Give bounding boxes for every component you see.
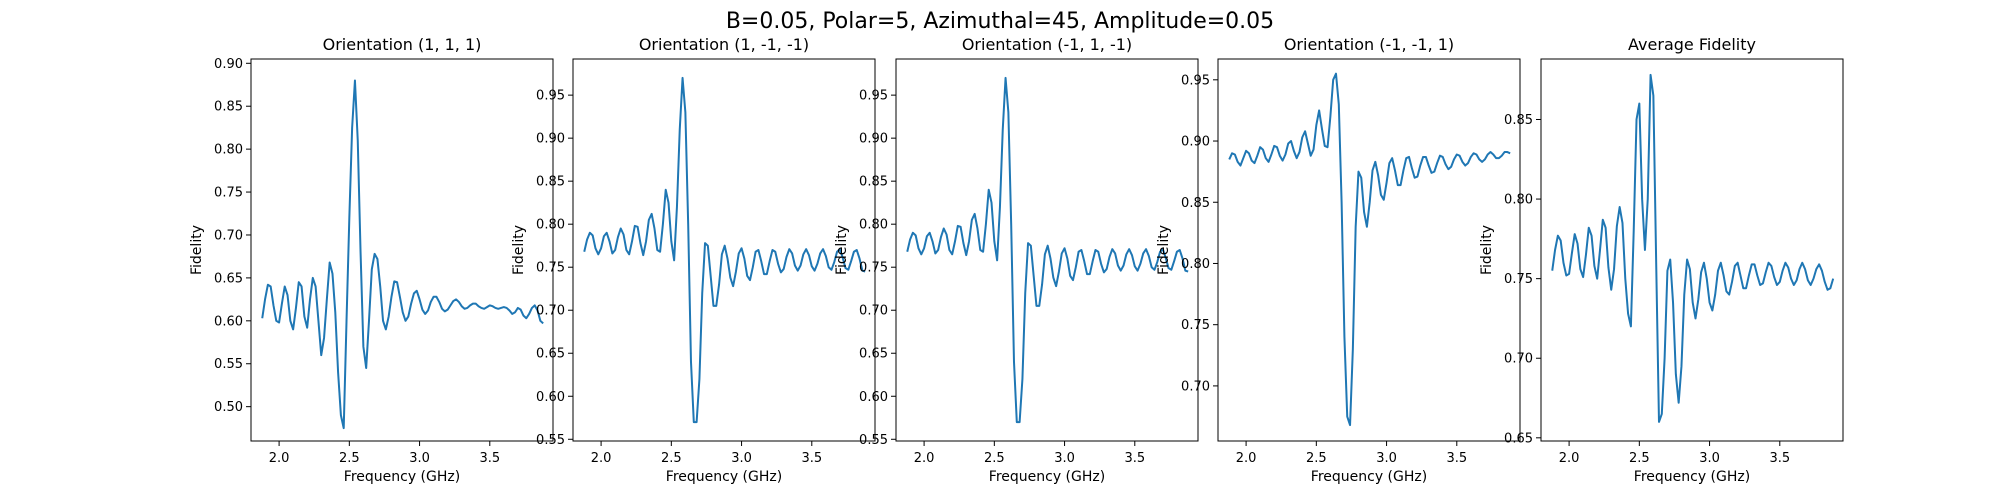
x-tick-label: 2.5 (1629, 451, 1650, 466)
fidelity-line (1228, 72, 1511, 427)
y-tick-label: 0.65 (214, 271, 243, 286)
x-tick-label: 2.0 (591, 451, 612, 466)
y-axis-label: Fidelity (1156, 225, 1172, 275)
axes-frame (572, 58, 876, 442)
x-tick-label: 3.0 (409, 451, 430, 466)
x-tick-label: 2.0 (914, 451, 935, 466)
y-tick-label: 0.90 (1181, 135, 1210, 150)
y-tick-label: 0.55 (536, 433, 565, 448)
x-tick-label: 2.0 (1236, 451, 1257, 466)
y-tick-label: 0.80 (536, 218, 565, 233)
y-tick-label: 0.65 (536, 347, 565, 362)
x-axis-label: Frequency (GHz) (989, 469, 1105, 485)
y-tick-label: 0.75 (859, 261, 888, 276)
fidelity-line (1551, 73, 1835, 423)
y-axis-label: Fidelity (189, 225, 205, 275)
y-tick-label: 0.85 (859, 175, 888, 190)
x-axis-label: Frequency (GHz) (1634, 469, 1750, 485)
x-tick-label: 3.0 (1699, 451, 1720, 466)
x-axis-label: Frequency (GHz) (1311, 469, 1427, 485)
y-tick-label: 0.55 (214, 357, 243, 372)
y-tick-label: 0.75 (1504, 272, 1533, 287)
x-tick-label: 3.5 (1769, 451, 1790, 466)
y-tick-label: 0.60 (859, 390, 888, 405)
x-tick-label: 3.5 (1124, 451, 1145, 466)
y-tick-label: 0.80 (1504, 193, 1533, 208)
y-tick-label: 0.70 (214, 228, 243, 243)
x-tick-label: 3.5 (1446, 451, 1467, 466)
subplot-title: Orientation (-1, -1, 1) (1284, 35, 1454, 54)
y-tick-label: 0.85 (1181, 196, 1210, 211)
axes-frame (895, 58, 1199, 442)
x-tick-label: 2.0 (1559, 451, 1580, 466)
axes-frame (250, 58, 554, 442)
y-tick-label: 0.75 (536, 261, 565, 276)
y-tick-label: 0.95 (536, 89, 565, 104)
y-axis-label: Fidelity (834, 225, 850, 275)
subplot-title: Orientation (1, 1, 1) (323, 35, 482, 54)
y-tick-label: 0.75 (214, 186, 243, 201)
y-tick-label: 0.70 (1504, 352, 1533, 367)
y-tick-label: 0.60 (214, 314, 243, 329)
subplot-5: Average Fidelity 2.0 2.5 3.0 3.5 0.65 0.70 0.75… (1479, 35, 1844, 485)
figure-title: B=0.05, Polar=5, Azimuthal=45, Amplitude… (726, 9, 1274, 34)
y-tick-label: 0.65 (1504, 431, 1533, 446)
x-tick-label: 2.5 (339, 451, 360, 466)
subplot-title: Orientation (-1, 1, -1) (962, 35, 1132, 54)
y-tick-label: 0.95 (859, 89, 888, 104)
y-tick-label: 0.90 (859, 132, 888, 147)
subplot-2: Orientation (1, -1, -1) 2.0 2.5 3.0 3.5 0.55 0… (511, 35, 876, 485)
y-tick-label: 0.80 (214, 143, 243, 158)
x-tick-label: 2.0 (269, 451, 290, 466)
y-tick-label: 0.65 (859, 347, 888, 362)
y-tick-label: 0.70 (859, 304, 888, 319)
x-tick-label: 3.5 (479, 451, 500, 466)
axes-frame (1217, 58, 1521, 442)
axes-frame (1540, 58, 1844, 442)
y-tick-label: 0.50 (214, 400, 243, 415)
x-tick-label: 3.0 (1376, 451, 1397, 466)
y-tick-label: 0.70 (536, 304, 565, 319)
x-tick-label: 2.5 (984, 451, 1005, 466)
subplot-3: Orientation (-1, 1, -1) 2.0 2.5 3.0 3.5 0.55 0… (834, 35, 1199, 485)
y-tick-label: 0.80 (859, 218, 888, 233)
y-axis-label: Fidelity (1479, 225, 1495, 275)
y-tick-label: 0.80 (1181, 257, 1210, 272)
x-tick-label: 3.0 (1054, 451, 1075, 466)
subplot-4: Orientation (-1, -1, 1) 2.0 2.5 3.0 3.5 0.70 0… (1156, 35, 1521, 485)
y-tick-label: 0.95 (1181, 73, 1210, 88)
fidelity-line (583, 76, 866, 424)
y-tick-label: 0.60 (536, 390, 565, 405)
fidelity-line (906, 76, 1189, 424)
x-axis-label: Frequency (GHz) (666, 469, 782, 485)
subplot-1: Orientation (1, 1, 1) 2.0 2.5 3.0 3.5 0.50 0.5… (189, 35, 554, 485)
x-tick-label: 2.5 (1306, 451, 1327, 466)
y-tick-label: 0.90 (536, 132, 565, 147)
y-tick-label: 0.75 (1181, 318, 1210, 333)
y-tick-label: 0.55 (859, 433, 888, 448)
x-tick-label: 2.5 (661, 451, 682, 466)
x-tick-label: 3.5 (801, 451, 822, 466)
y-tick-label: 0.90 (214, 57, 243, 72)
x-axis-label: Frequency (GHz) (344, 469, 460, 485)
subplot-title: Orientation (1, -1, -1) (639, 35, 809, 54)
y-axis-label: Fidelity (511, 225, 527, 275)
y-tick-label: 0.85 (536, 175, 565, 190)
y-tick-label: 0.85 (214, 100, 243, 115)
subplots: Orientation (1, 1, 1) 2.0 2.5 3.0 3.5 0.50 0.5… (189, 35, 1844, 485)
subplot-title: Average Fidelity (1628, 35, 1756, 54)
fidelity-line (261, 79, 544, 430)
y-tick-label: 0.70 (1181, 379, 1210, 394)
y-tick-label: 0.85 (1504, 113, 1533, 128)
x-tick-label: 3.0 (731, 451, 752, 466)
